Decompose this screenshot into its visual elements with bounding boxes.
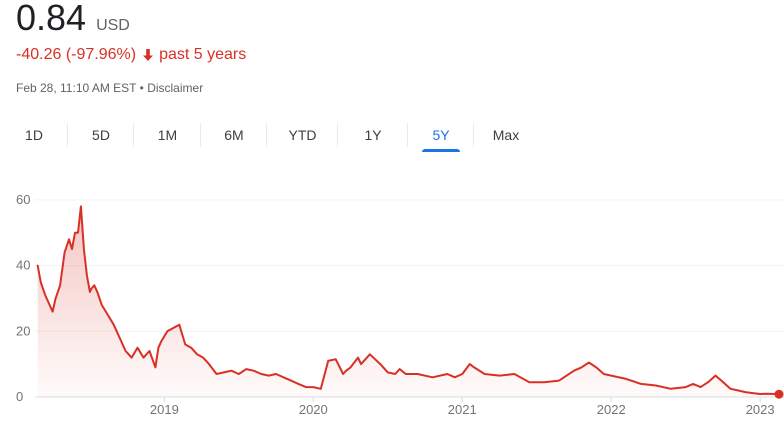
tab-label: 1Y xyxy=(364,127,382,143)
tab-divider xyxy=(473,123,474,147)
x-tick-label: 2021 xyxy=(448,402,477,417)
tab-label: YTD xyxy=(288,127,317,143)
y-tick-label: 20 xyxy=(16,323,30,338)
disclaimer-link[interactable]: Disclaimer xyxy=(147,81,204,95)
price-chart[interactable]: 0 20 40 60 2019 2020 2021 2022 2023 xyxy=(0,180,784,419)
price-area-fill xyxy=(37,206,783,397)
meta-separator: • xyxy=(139,81,144,95)
current-price: 0.84 xyxy=(16,0,87,38)
tab-label: 1D xyxy=(25,127,43,143)
price-header: 0.84 USD xyxy=(16,0,130,44)
quote-timestamp: Feb 28, 11:10 AM EST xyxy=(16,81,137,95)
tab-divider xyxy=(266,123,267,147)
x-tick-label: 2019 xyxy=(150,402,179,417)
x-tick-label: 2020 xyxy=(299,402,328,417)
tab-5d[interactable]: 5D xyxy=(68,116,134,154)
arrow-down-icon xyxy=(142,48,154,62)
tab-1d[interactable]: 1D xyxy=(0,116,68,154)
tab-ytd[interactable]: YTD xyxy=(267,116,338,154)
last-price-dot xyxy=(774,389,784,399)
tab-1m[interactable]: 1M xyxy=(134,116,201,154)
tab-max[interactable]: Max xyxy=(474,116,538,154)
tab-label: 5D xyxy=(92,127,110,143)
tab-divider xyxy=(200,123,201,147)
tab-5y[interactable]: 5Y xyxy=(408,116,474,154)
quote-meta: Feb 28, 11:10 AM EST • Disclaimer xyxy=(16,81,203,95)
price-change-value: -40.26 (-97.96%) xyxy=(16,46,137,63)
tab-divider xyxy=(67,123,68,147)
x-tick-label: 2022 xyxy=(597,402,626,417)
tab-label: Max xyxy=(492,127,520,143)
change-period: past 5 years xyxy=(159,46,247,63)
currency-label: USD xyxy=(96,17,130,34)
tab-1y[interactable]: 1Y xyxy=(338,116,408,154)
tab-divider xyxy=(337,123,338,147)
y-tick-label: 0 xyxy=(16,389,23,404)
price-line xyxy=(36,205,784,396)
tab-divider xyxy=(407,123,408,147)
active-tab-indicator xyxy=(422,149,460,152)
tab-label: 1M xyxy=(157,127,178,143)
tab-6m[interactable]: 6M xyxy=(201,116,267,154)
price-change-row: -40.26 (-97.96%) past 5 years xyxy=(16,46,246,64)
y-tick-label: 40 xyxy=(16,258,30,273)
x-tick-label: 2023 xyxy=(746,402,775,417)
tab-label: 6M xyxy=(224,127,244,143)
price-chart-svg: 0 20 40 60 2019 2020 2021 2022 2023 xyxy=(16,192,784,417)
tab-label: 5Y xyxy=(432,127,450,143)
time-range-tabs: 1D 5D 1M 6M YTD 1Y 5Y Max xyxy=(0,116,538,154)
tab-divider xyxy=(133,123,134,147)
y-tick-label: 60 xyxy=(16,192,30,207)
